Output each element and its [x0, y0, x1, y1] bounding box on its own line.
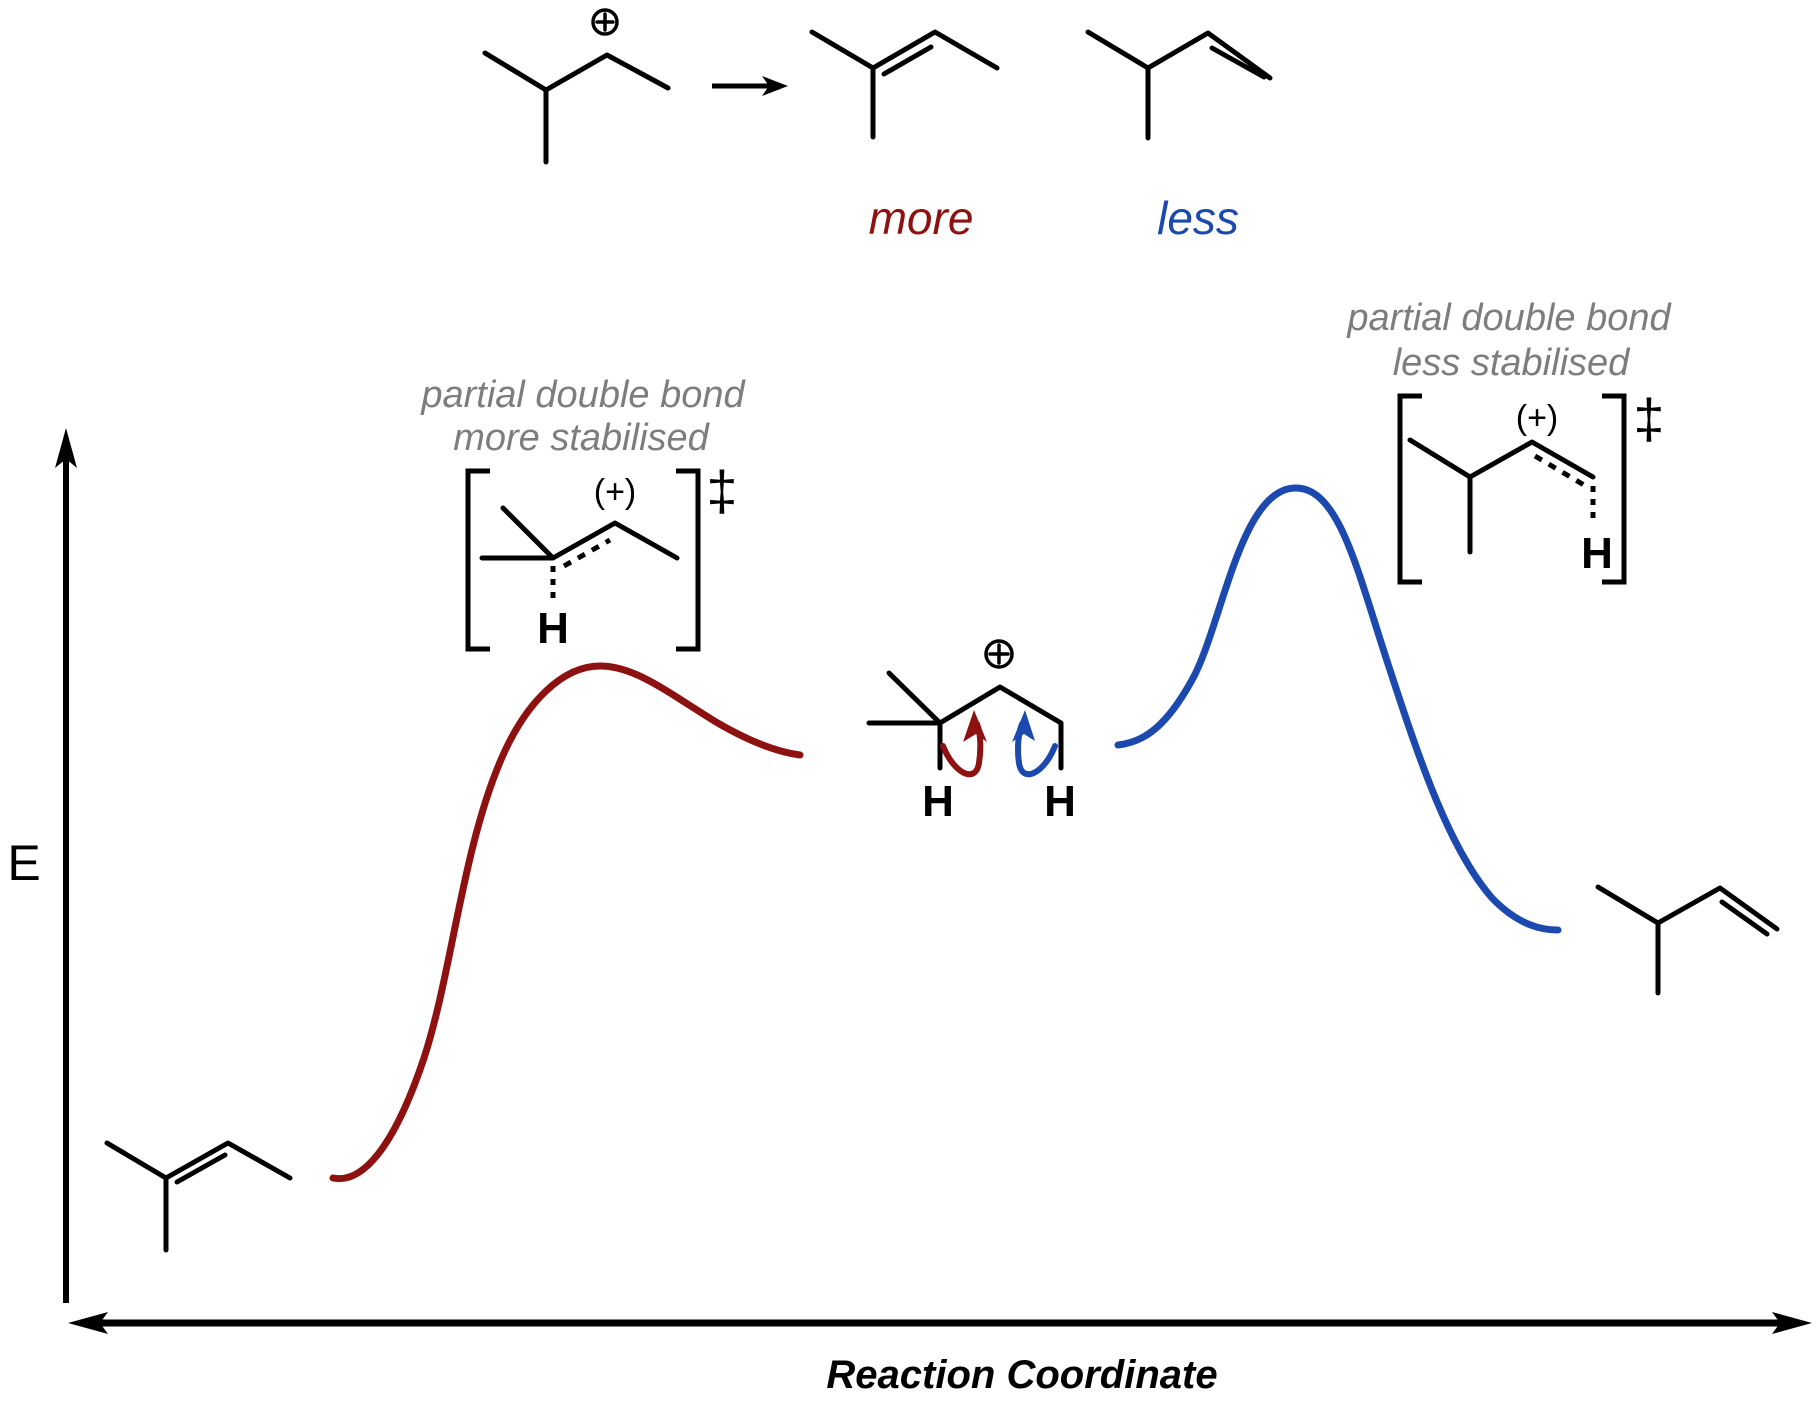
double-dagger-symbol: ‡: [706, 459, 737, 522]
energy-curve-more: [329, 662, 804, 1183]
charge-circle: [984, 639, 1014, 669]
reaction-arrow: [712, 76, 788, 96]
bracket-right-icon: [676, 468, 701, 652]
bond-lines: [479, 505, 680, 561]
ts-more-caption-line2: more stabilised: [453, 417, 710, 459]
ts-less: partial double bond less stabilised ‡ (+…: [1346, 297, 1672, 585]
ts-more: partial double bond more stabilised ‡ (+…: [420, 374, 746, 653]
ts-less-caption-line1: partial double bond: [1346, 297, 1672, 339]
reactant-cation-structure: [482, 8, 671, 165]
curved-arrow-head-icon: [1012, 710, 1035, 742]
less-label: less: [1157, 192, 1239, 244]
axes: E Reaction Coordinate: [7, 428, 1812, 1397]
bond-lines: [104, 1140, 293, 1253]
bracket-left-icon: [1397, 393, 1422, 585]
bond-lines: [1085, 29, 1273, 141]
ts-more-caption-line1: partial double bond: [420, 374, 746, 416]
charge-plus: [595, 12, 615, 32]
product-more-structure: [809, 29, 1000, 140]
intermediate-cation-structure: H H: [866, 639, 1076, 826]
reaction-coordinate-label: Reaction Coordinate: [826, 1353, 1217, 1397]
bond-lines: [1595, 884, 1780, 996]
ts-less-caption-line2: less stabilised: [1393, 342, 1631, 384]
partial-charge-label: (+): [594, 473, 637, 511]
partial-double-bond-dashed: [562, 537, 612, 569]
bond-lines: [866, 670, 1064, 771]
hydrogen-label: H: [537, 604, 569, 653]
bond-lines: [1407, 437, 1596, 555]
charge-plus: [988, 643, 1010, 665]
hydrogen-label: H: [1044, 777, 1076, 826]
more-label: more: [869, 192, 974, 244]
product-less-structure: [1085, 29, 1273, 141]
energy-curve-less: [1114, 484, 1562, 934]
bracket-right-icon: [1602, 393, 1627, 585]
double-dagger-symbol: ‡: [1633, 387, 1664, 450]
y-axis-arrowhead-icon: [55, 428, 77, 468]
plus-circle-icon: [591, 8, 619, 36]
hydrogen-label: H: [1581, 529, 1613, 578]
e-axis-label: E: [7, 835, 40, 891]
alkene-more-structure: [104, 1140, 293, 1253]
charge-circle: [591, 8, 619, 36]
reaction-arrow-head: [762, 76, 788, 96]
bond-lines: [809, 29, 1000, 140]
top-reaction-scheme: more less: [482, 8, 1273, 244]
curved-arrow-more: [940, 710, 987, 778]
bond-lines: [482, 50, 671, 165]
x-axis-left-arrowhead-icon: [68, 1312, 108, 1334]
plus-circle-icon: [984, 639, 1014, 669]
bracket-left-icon: [465, 468, 490, 652]
alkene-less-structure: [1595, 884, 1780, 996]
partial-charge-label: (+): [1516, 399, 1559, 437]
curved-arrow-less: [1012, 710, 1058, 778]
hydrogen-label: H: [922, 777, 954, 826]
x-axis-right-arrowhead-icon: [1772, 1312, 1812, 1334]
curved-arrow-head-icon: [963, 710, 987, 742]
